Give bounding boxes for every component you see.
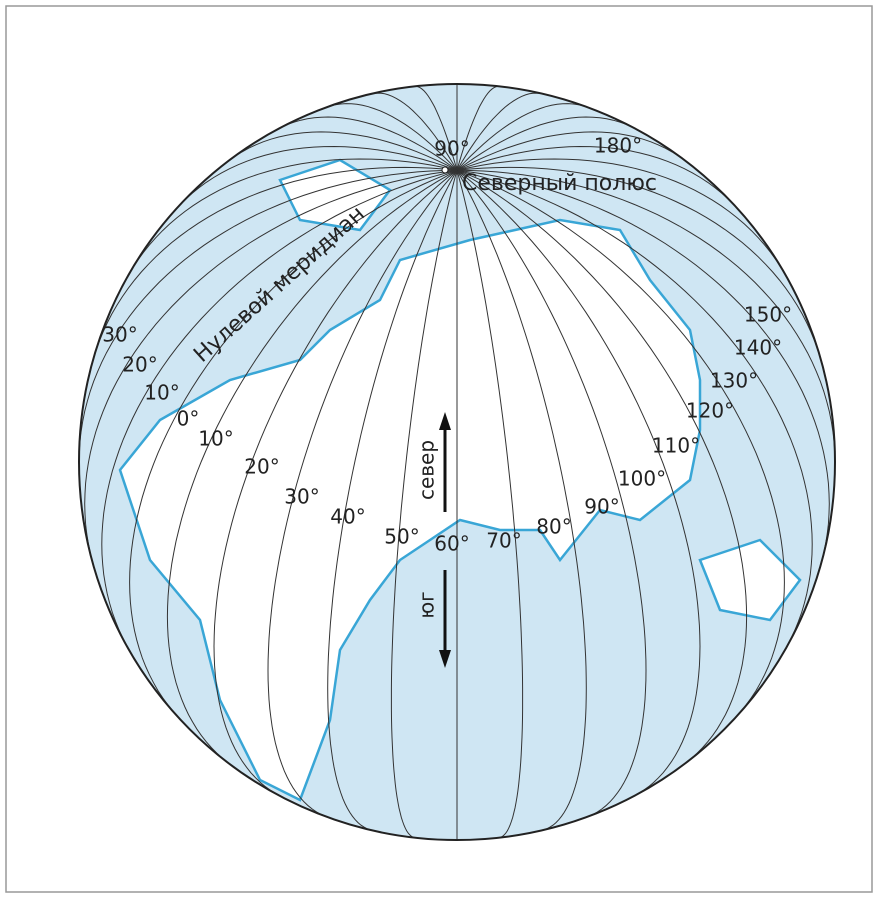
meridian (456, 169, 813, 648)
meridian-label: 0° (177, 407, 200, 431)
north-arrowhead (439, 412, 451, 430)
meridian-labels: 30°20°10°0°10°20°30°40°50° 60° 70°80°90°10… (102, 303, 792, 556)
islands (698, 538, 802, 622)
meridian (416, 85, 458, 171)
meridian (228, 131, 458, 171)
pole-point (441, 166, 449, 174)
pole-name: Северный полюс (462, 171, 657, 196)
meridians (79, 84, 835, 840)
meridian (456, 170, 587, 831)
meridian (456, 166, 822, 361)
meridian (92, 166, 458, 361)
meridian-label: 40° (330, 505, 365, 529)
meridian-label: 80° (536, 515, 571, 539)
meridian (456, 145, 735, 206)
meridian (327, 170, 458, 831)
meridian-label: 20° (244, 455, 279, 479)
meridian (456, 169, 748, 759)
land (79, 84, 835, 840)
globe-outline (78, 83, 836, 841)
meridian-label: 150° (744, 303, 792, 327)
meridian (179, 145, 458, 206)
meridian (267, 169, 458, 817)
meridian-label: 20° (122, 353, 157, 377)
dateline-label: 180° (594, 134, 642, 158)
meridian (456, 103, 584, 171)
meridian (456, 169, 785, 713)
meridian-label: 90° (584, 495, 619, 519)
meridian (456, 169, 830, 554)
meridian-label: 120° (686, 399, 734, 423)
meridian (456, 85, 498, 171)
meridian (373, 92, 458, 171)
meridian-label: 100° (618, 467, 666, 491)
meridian (456, 92, 541, 171)
north-label: север (415, 440, 439, 500)
meridian (166, 169, 458, 759)
meridian (101, 169, 458, 648)
eurasia-africa (118, 218, 702, 802)
meridian-label: 50° (384, 525, 419, 549)
meridian (456, 116, 633, 171)
meridian (213, 169, 458, 795)
meridian (330, 103, 458, 171)
meridian-label: 140° (734, 336, 782, 360)
meridian (79, 169, 458, 452)
meridian-label: 130° (710, 369, 758, 393)
meridian-label: 70° (486, 529, 521, 553)
pole-label: 90° (434, 137, 469, 161)
meridian-label: 10° (144, 381, 179, 405)
meridian (456, 169, 835, 452)
meridian (281, 116, 458, 171)
meridian (132, 158, 458, 269)
meridian (390, 170, 458, 839)
meridian-label: 110° (652, 434, 700, 458)
south-arrowhead (439, 650, 451, 668)
meridian (129, 169, 458, 713)
meridian (456, 169, 647, 817)
meridian-label: 30° (284, 485, 319, 509)
meridian (456, 158, 782, 269)
meridian (456, 170, 524, 839)
meridian (456, 169, 701, 795)
meridian-label: 60° (434, 532, 469, 556)
meridian-label: 10° (198, 427, 233, 451)
meridian (84, 169, 458, 554)
meridian-label: 30° (102, 323, 137, 347)
meridian (456, 131, 686, 171)
south-label: юг (415, 591, 439, 618)
